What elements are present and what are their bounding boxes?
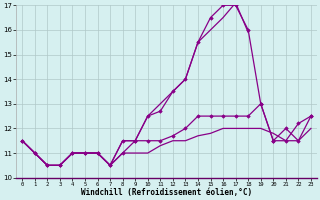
X-axis label: Windchill (Refroidissement éolien,°C): Windchill (Refroidissement éolien,°C) xyxy=(81,188,252,197)
